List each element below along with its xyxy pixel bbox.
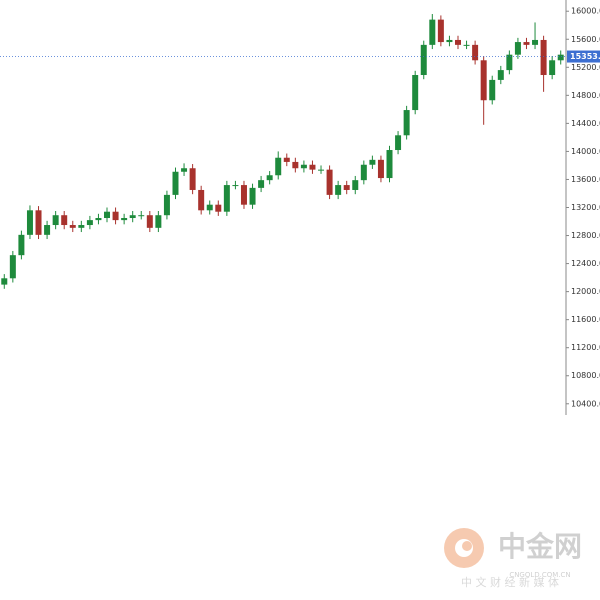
candle-body	[18, 234, 25, 256]
candle-body	[189, 168, 196, 190]
candle-body	[78, 225, 85, 228]
y-tick-label: 14400.0	[571, 119, 600, 128]
candle-body	[163, 194, 170, 216]
y-tick-label: 15600.0	[571, 35, 600, 44]
candle-body	[206, 204, 213, 211]
candle-body	[283, 157, 290, 162]
last-price-label: 15353.6	[570, 52, 600, 61]
candle-body	[506, 54, 513, 71]
candle-body	[557, 54, 564, 61]
candle-body	[437, 19, 444, 43]
candle-body	[497, 70, 504, 80]
candle-body	[300, 164, 307, 169]
candle-body	[523, 42, 530, 45]
y-tick-label: 11600.0	[571, 315, 600, 324]
candle-body	[95, 218, 102, 221]
candle-body	[540, 39, 547, 76]
candle-body	[532, 39, 539, 45]
candle-body	[35, 210, 42, 235]
candle-body	[292, 161, 299, 169]
candle-body	[240, 185, 247, 205]
candle-body	[326, 169, 333, 195]
candle-body	[61, 215, 68, 226]
y-tick-label: 13600.0	[571, 175, 600, 184]
candle-body	[377, 159, 384, 179]
candle-body	[463, 44, 470, 46]
watermark-brand: 中金网	[498, 530, 582, 563]
candle-body	[352, 180, 359, 190]
candle-body	[395, 135, 402, 151]
candle-body	[86, 220, 93, 226]
y-tick-label: 10800.0	[571, 371, 600, 380]
candle-body	[275, 157, 282, 176]
candle-body	[249, 187, 256, 205]
candle-body	[446, 39, 453, 43]
candle-body	[360, 164, 367, 181]
y-tick-label: 12400.0	[571, 259, 600, 268]
candle-body	[343, 185, 350, 190]
candle-body	[412, 75, 419, 111]
candle-body	[198, 189, 205, 211]
candle-body	[138, 215, 145, 217]
candle-body	[146, 215, 153, 228]
y-tick-label: 13200.0	[571, 203, 600, 212]
candle-body	[489, 79, 496, 101]
candle-body	[514, 42, 521, 55]
y-tick-label: 12800.0	[571, 231, 600, 240]
candle-body	[258, 180, 265, 188]
y-tick-label: 16000.0	[571, 7, 600, 16]
y-tick-label: 10400.0	[571, 399, 600, 408]
candle-body	[181, 168, 188, 172]
y-tick-label: 14800.0	[571, 91, 600, 100]
candle-body	[9, 255, 16, 279]
candle-body	[266, 175, 273, 181]
candle-body	[454, 39, 461, 45]
y-tick-label: 11200.0	[571, 343, 600, 352]
watermark-domain: CNGOLD.COM.CN	[509, 571, 570, 579]
logo-dot	[462, 541, 472, 551]
candle-body	[121, 218, 128, 221]
candle-body	[223, 185, 230, 212]
candle-body	[129, 215, 136, 219]
candle-body	[52, 215, 59, 226]
y-tick-label: 14000.0	[571, 147, 600, 156]
candle-body	[549, 60, 556, 76]
candle-body	[215, 204, 222, 212]
candle-body	[429, 19, 436, 45]
candle-body	[386, 150, 393, 179]
candle-body	[155, 215, 162, 228]
candle-body	[403, 110, 410, 136]
candle-body	[232, 185, 239, 187]
candle-body	[480, 60, 487, 101]
y-tick-label: 12000.0	[571, 287, 600, 296]
y-tick-label: 15200.0	[571, 63, 600, 72]
candle-body	[44, 225, 51, 235]
candle-body	[1, 278, 8, 285]
watermark: 中金网 CNGOLD.COM.CN 中 文 财 经 新 媒 体	[444, 528, 582, 589]
candle-body	[335, 185, 342, 195]
candle-body	[69, 225, 76, 228]
candle-body	[26, 210, 33, 235]
last-price-box	[567, 50, 600, 63]
candle-body	[318, 169, 325, 171]
candle-body	[112, 211, 119, 221]
candle-body	[420, 44, 427, 76]
candle-body	[172, 171, 179, 195]
candle-body	[369, 159, 376, 165]
watermark-slogan: 中 文 财 经 新 媒 体	[461, 575, 559, 589]
candle-body	[104, 211, 111, 219]
candle-body	[472, 44, 479, 61]
candle-body	[309, 164, 316, 170]
